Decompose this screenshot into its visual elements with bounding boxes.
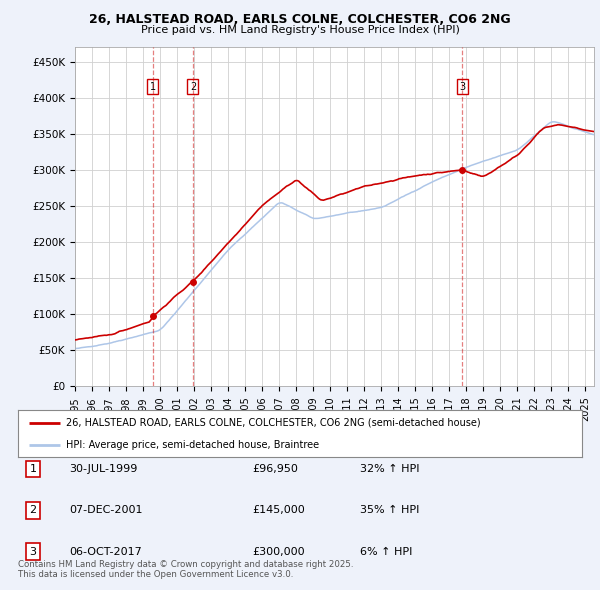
Text: 35% ↑ HPI: 35% ↑ HPI [360, 506, 419, 515]
Text: 32% ↑ HPI: 32% ↑ HPI [360, 464, 419, 474]
Text: 3: 3 [29, 547, 37, 556]
Text: HPI: Average price, semi-detached house, Braintree: HPI: Average price, semi-detached house,… [66, 440, 319, 450]
Text: £145,000: £145,000 [252, 506, 305, 515]
Text: 2: 2 [29, 506, 37, 515]
Text: 2: 2 [190, 82, 196, 92]
Text: 26, HALSTEAD ROAD, EARLS COLNE, COLCHESTER, CO6 2NG (semi-detached house): 26, HALSTEAD ROAD, EARLS COLNE, COLCHEST… [66, 418, 481, 428]
Text: 07-DEC-2001: 07-DEC-2001 [69, 506, 143, 515]
Text: 1: 1 [150, 82, 156, 92]
Text: 3: 3 [460, 82, 466, 92]
Text: 30-JUL-1999: 30-JUL-1999 [69, 464, 137, 474]
Text: Contains HM Land Registry data © Crown copyright and database right 2025.
This d: Contains HM Land Registry data © Crown c… [18, 560, 353, 579]
Text: 1: 1 [29, 464, 37, 474]
Text: Price paid vs. HM Land Registry's House Price Index (HPI): Price paid vs. HM Land Registry's House … [140, 25, 460, 35]
Text: £96,950: £96,950 [252, 464, 298, 474]
Text: 26, HALSTEAD ROAD, EARLS COLNE, COLCHESTER, CO6 2NG: 26, HALSTEAD ROAD, EARLS COLNE, COLCHEST… [89, 13, 511, 26]
Text: 06-OCT-2017: 06-OCT-2017 [69, 547, 142, 556]
Text: £300,000: £300,000 [252, 547, 305, 556]
Text: 6% ↑ HPI: 6% ↑ HPI [360, 547, 412, 556]
